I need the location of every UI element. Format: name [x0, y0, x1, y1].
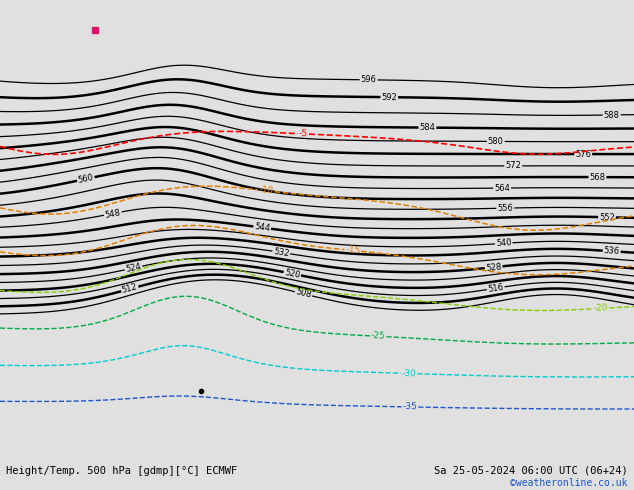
Text: 512: 512 — [121, 283, 139, 295]
Text: 544: 544 — [254, 222, 271, 233]
Text: 532: 532 — [273, 247, 290, 258]
Text: 584: 584 — [420, 123, 436, 132]
Text: 564: 564 — [494, 183, 510, 193]
Text: -30: -30 — [401, 369, 417, 378]
Text: 548: 548 — [104, 208, 122, 220]
Text: Height/Temp. 500 hPa [gdmp][°C] ECMWF: Height/Temp. 500 hPa [gdmp][°C] ECMWF — [6, 466, 238, 476]
Text: 524: 524 — [125, 262, 142, 274]
Text: 580: 580 — [488, 137, 504, 146]
Text: 568: 568 — [590, 172, 605, 182]
Text: 520: 520 — [284, 268, 301, 280]
Text: 588: 588 — [604, 110, 620, 120]
Text: 516: 516 — [487, 283, 504, 294]
Text: 560: 560 — [77, 173, 94, 185]
Text: ©weatheronline.co.uk: ©weatheronline.co.uk — [510, 478, 628, 488]
Text: 596: 596 — [361, 75, 377, 84]
Text: -15: -15 — [345, 245, 361, 256]
Text: 508: 508 — [295, 288, 313, 300]
Text: -25: -25 — [371, 331, 385, 341]
Text: Sa 25-05-2024 06:00 UTC (06+24): Sa 25-05-2024 06:00 UTC (06+24) — [434, 466, 628, 476]
Text: 528: 528 — [485, 262, 502, 272]
Text: 592: 592 — [382, 93, 398, 102]
Text: -20: -20 — [593, 303, 609, 313]
Text: -10: -10 — [259, 185, 274, 196]
Text: 552: 552 — [599, 213, 615, 222]
Text: 572: 572 — [505, 161, 521, 171]
Text: -5: -5 — [299, 129, 308, 139]
Text: 536: 536 — [604, 246, 620, 256]
Text: 576: 576 — [575, 149, 591, 159]
Text: 540: 540 — [496, 238, 512, 248]
Text: -35: -35 — [403, 402, 417, 412]
Text: 556: 556 — [497, 203, 514, 213]
